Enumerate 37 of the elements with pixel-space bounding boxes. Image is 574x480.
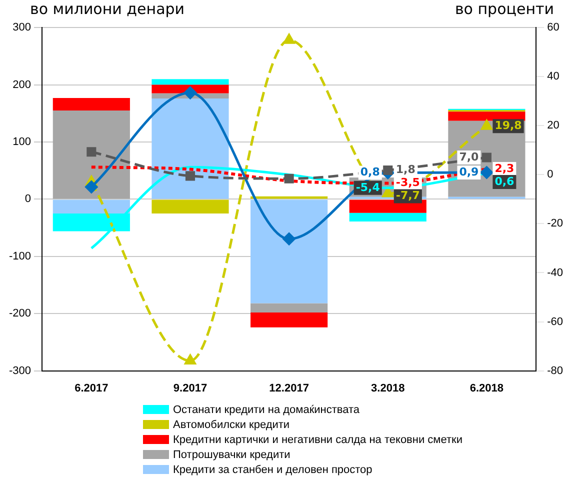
data-label: 2,3 bbox=[494, 162, 514, 175]
y2-tick-label: 40 bbox=[547, 70, 560, 83]
data-label: 0,8 bbox=[360, 166, 380, 179]
y-tick-label: 300 bbox=[12, 22, 32, 34]
legend-label: Останати кредити на домаќинствата bbox=[173, 404, 360, 416]
data-label: -7,7 bbox=[396, 189, 420, 202]
y-tick-label: 0 bbox=[24, 193, 32, 206]
legend-label: Кредити за станбен и деловен простор bbox=[173, 464, 372, 476]
x-tick-label: 6.2017 bbox=[74, 382, 108, 394]
y-axis-title: во милиони денари bbox=[30, 0, 185, 18]
y2-tick-label: 0 bbox=[547, 168, 554, 181]
x-tick-label: 3.2018 bbox=[371, 382, 405, 394]
y2-tick-label: 20 bbox=[547, 120, 560, 132]
y-tick-label: -300 bbox=[8, 364, 32, 377]
y2-tick-label: -80 bbox=[547, 364, 564, 377]
legend-label: Автомобилски кредити bbox=[173, 418, 290, 430]
y-tick-label: 100 bbox=[12, 136, 32, 148]
data-label: -5,4 bbox=[356, 180, 380, 194]
data-label: 7,0 bbox=[459, 150, 480, 164]
legend-label: Кредитни картички и негативни салда на тековни сметки bbox=[173, 434, 462, 446]
data-label: 0,9 bbox=[459, 165, 479, 178]
data-label: 1,8 bbox=[396, 163, 416, 176]
x-tick-label: 9.2017 bbox=[173, 382, 208, 394]
data-label: -3,5 bbox=[396, 176, 420, 190]
legend-label: Потрошувачки кредити bbox=[173, 448, 290, 460]
y2-tick-label: 60 bbox=[547, 22, 560, 34]
y2-tick-label: -60 bbox=[547, 316, 564, 328]
y-tick-label: -200 bbox=[8, 308, 32, 320]
x-tick-label: 6.2018 bbox=[470, 382, 504, 394]
data-label: 19,8 bbox=[494, 119, 522, 132]
y2-axis-title: во проценти bbox=[454, 0, 554, 18]
x-tick-label: 12.2017 bbox=[269, 382, 309, 394]
y2-tick-label: -40 bbox=[547, 266, 564, 279]
y2-tick-label: -20 bbox=[547, 218, 564, 230]
data-label: 0,6 bbox=[494, 174, 515, 188]
y-tick-label: -100 bbox=[8, 250, 32, 262]
y-tick-label: 200 bbox=[12, 78, 32, 91]
